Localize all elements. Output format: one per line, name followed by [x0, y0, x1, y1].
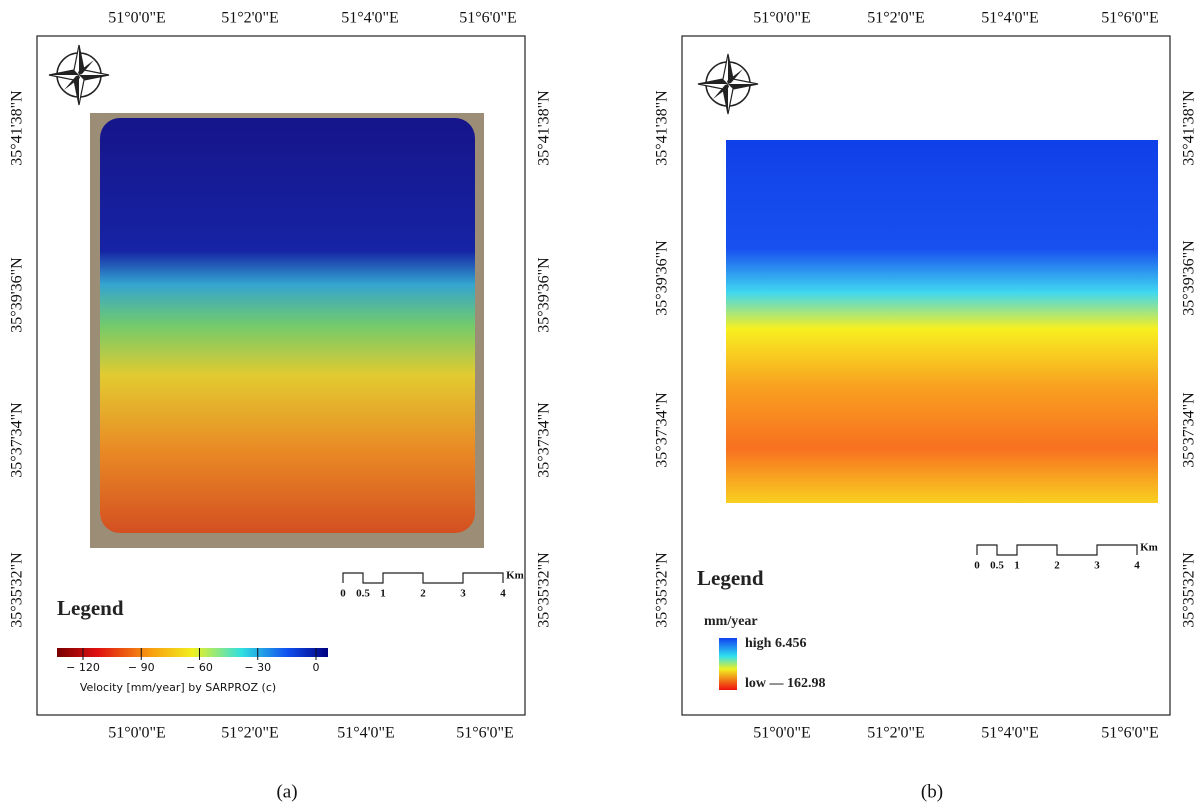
- lon-label: 51°0'0"E: [108, 10, 166, 27]
- scale-unit: Km: [506, 570, 524, 582]
- colorbar-label: − 90: [128, 661, 155, 674]
- figure-label: (b): [921, 781, 943, 802]
- legend-low: low — 162.98: [745, 676, 826, 691]
- lon-label: 51°0'0"E: [753, 725, 811, 742]
- lon-label: 51°2'0"E: [867, 10, 925, 27]
- legend-title: Legend: [57, 596, 124, 620]
- lon-label: 51°6'0"E: [459, 10, 517, 27]
- colorbar-label: − 60: [186, 661, 213, 674]
- interpolated-map: [726, 140, 1158, 503]
- colorbar: [57, 648, 328, 657]
- lon-label: 51°2'0"E: [221, 725, 279, 742]
- lon-label: 51°2'0"E: [221, 10, 279, 27]
- figure-label: (a): [276, 781, 297, 802]
- lon-label: 51°4'0"E: [337, 725, 395, 742]
- scale-label: 4: [500, 588, 506, 600]
- legend-high: high 6.456: [745, 636, 806, 651]
- lat-label: 35°35'32"N: [654, 552, 671, 628]
- colorbar-label: − 30: [244, 661, 271, 674]
- lat-label: 35°39'36"N: [1181, 240, 1198, 316]
- lat-label: 35°37'34"N: [9, 402, 26, 478]
- legend-ramp: [719, 638, 737, 690]
- scale-label: 1: [380, 588, 386, 600]
- legend-unit: mm/year: [704, 614, 758, 629]
- lon-label: 51°0'0"E: [108, 725, 166, 742]
- lon-label: 51°6'0"E: [1101, 725, 1159, 742]
- legend-title: Legend: [697, 566, 764, 590]
- scale-unit: Km: [1140, 542, 1158, 554]
- lat-label: 35°41'38"N: [9, 90, 26, 166]
- lat-label: 35°37'34"N: [536, 402, 553, 478]
- lat-label: 35°41'38"N: [536, 90, 553, 166]
- lat-label: 35°41'38"N: [1181, 90, 1198, 166]
- lat-label: 35°39'36"N: [654, 240, 671, 316]
- colorbar-label: 0: [313, 661, 320, 674]
- lon-label: 51°2'0"E: [867, 725, 925, 742]
- scale-label: 3: [1094, 560, 1100, 572]
- scale-label: 0.5: [356, 588, 370, 600]
- lon-label: 51°4'0"E: [981, 725, 1039, 742]
- scale-label: 0: [340, 588, 346, 600]
- lon-label: 51°6'0"E: [1101, 10, 1159, 27]
- lat-label: 35°35'32"N: [536, 552, 553, 628]
- colorbar-caption: Velocity [mm/year] by SARPROZ (c): [80, 681, 276, 694]
- scale-label: 4: [1134, 560, 1140, 572]
- lat-label: 35°37'34"N: [654, 392, 671, 468]
- lat-label: 35°39'36"N: [9, 257, 26, 333]
- lon-label: 51°4'0"E: [981, 10, 1039, 27]
- lon-label: 51°6'0"E: [456, 725, 514, 742]
- lat-label: 35°35'32"N: [1181, 552, 1198, 628]
- scale-label: 3: [460, 588, 466, 600]
- lat-label: 35°37'34"N: [1181, 392, 1198, 468]
- lon-label: 51°4'0"E: [341, 10, 399, 27]
- lat-label: 35°39'36"N: [536, 257, 553, 333]
- scale-label: 2: [420, 588, 426, 600]
- lat-label: 35°41'38"N: [654, 90, 671, 166]
- scale-label: 1: [1014, 560, 1020, 572]
- scale-label: 2: [1054, 560, 1060, 572]
- lat-label: 35°35'32"N: [9, 552, 26, 628]
- velocity-points: [100, 118, 475, 533]
- scale-label: 0: [974, 560, 980, 572]
- colorbar-label: − 120: [66, 661, 100, 674]
- scale-label: 0.5: [990, 560, 1004, 572]
- lon-label: 51°0'0"E: [753, 10, 811, 27]
- figure: 51°0'0"E 51°2'0"E 51°4'0"E 51°6'0"E 51°0'0"E…: [0, 0, 1199, 807]
